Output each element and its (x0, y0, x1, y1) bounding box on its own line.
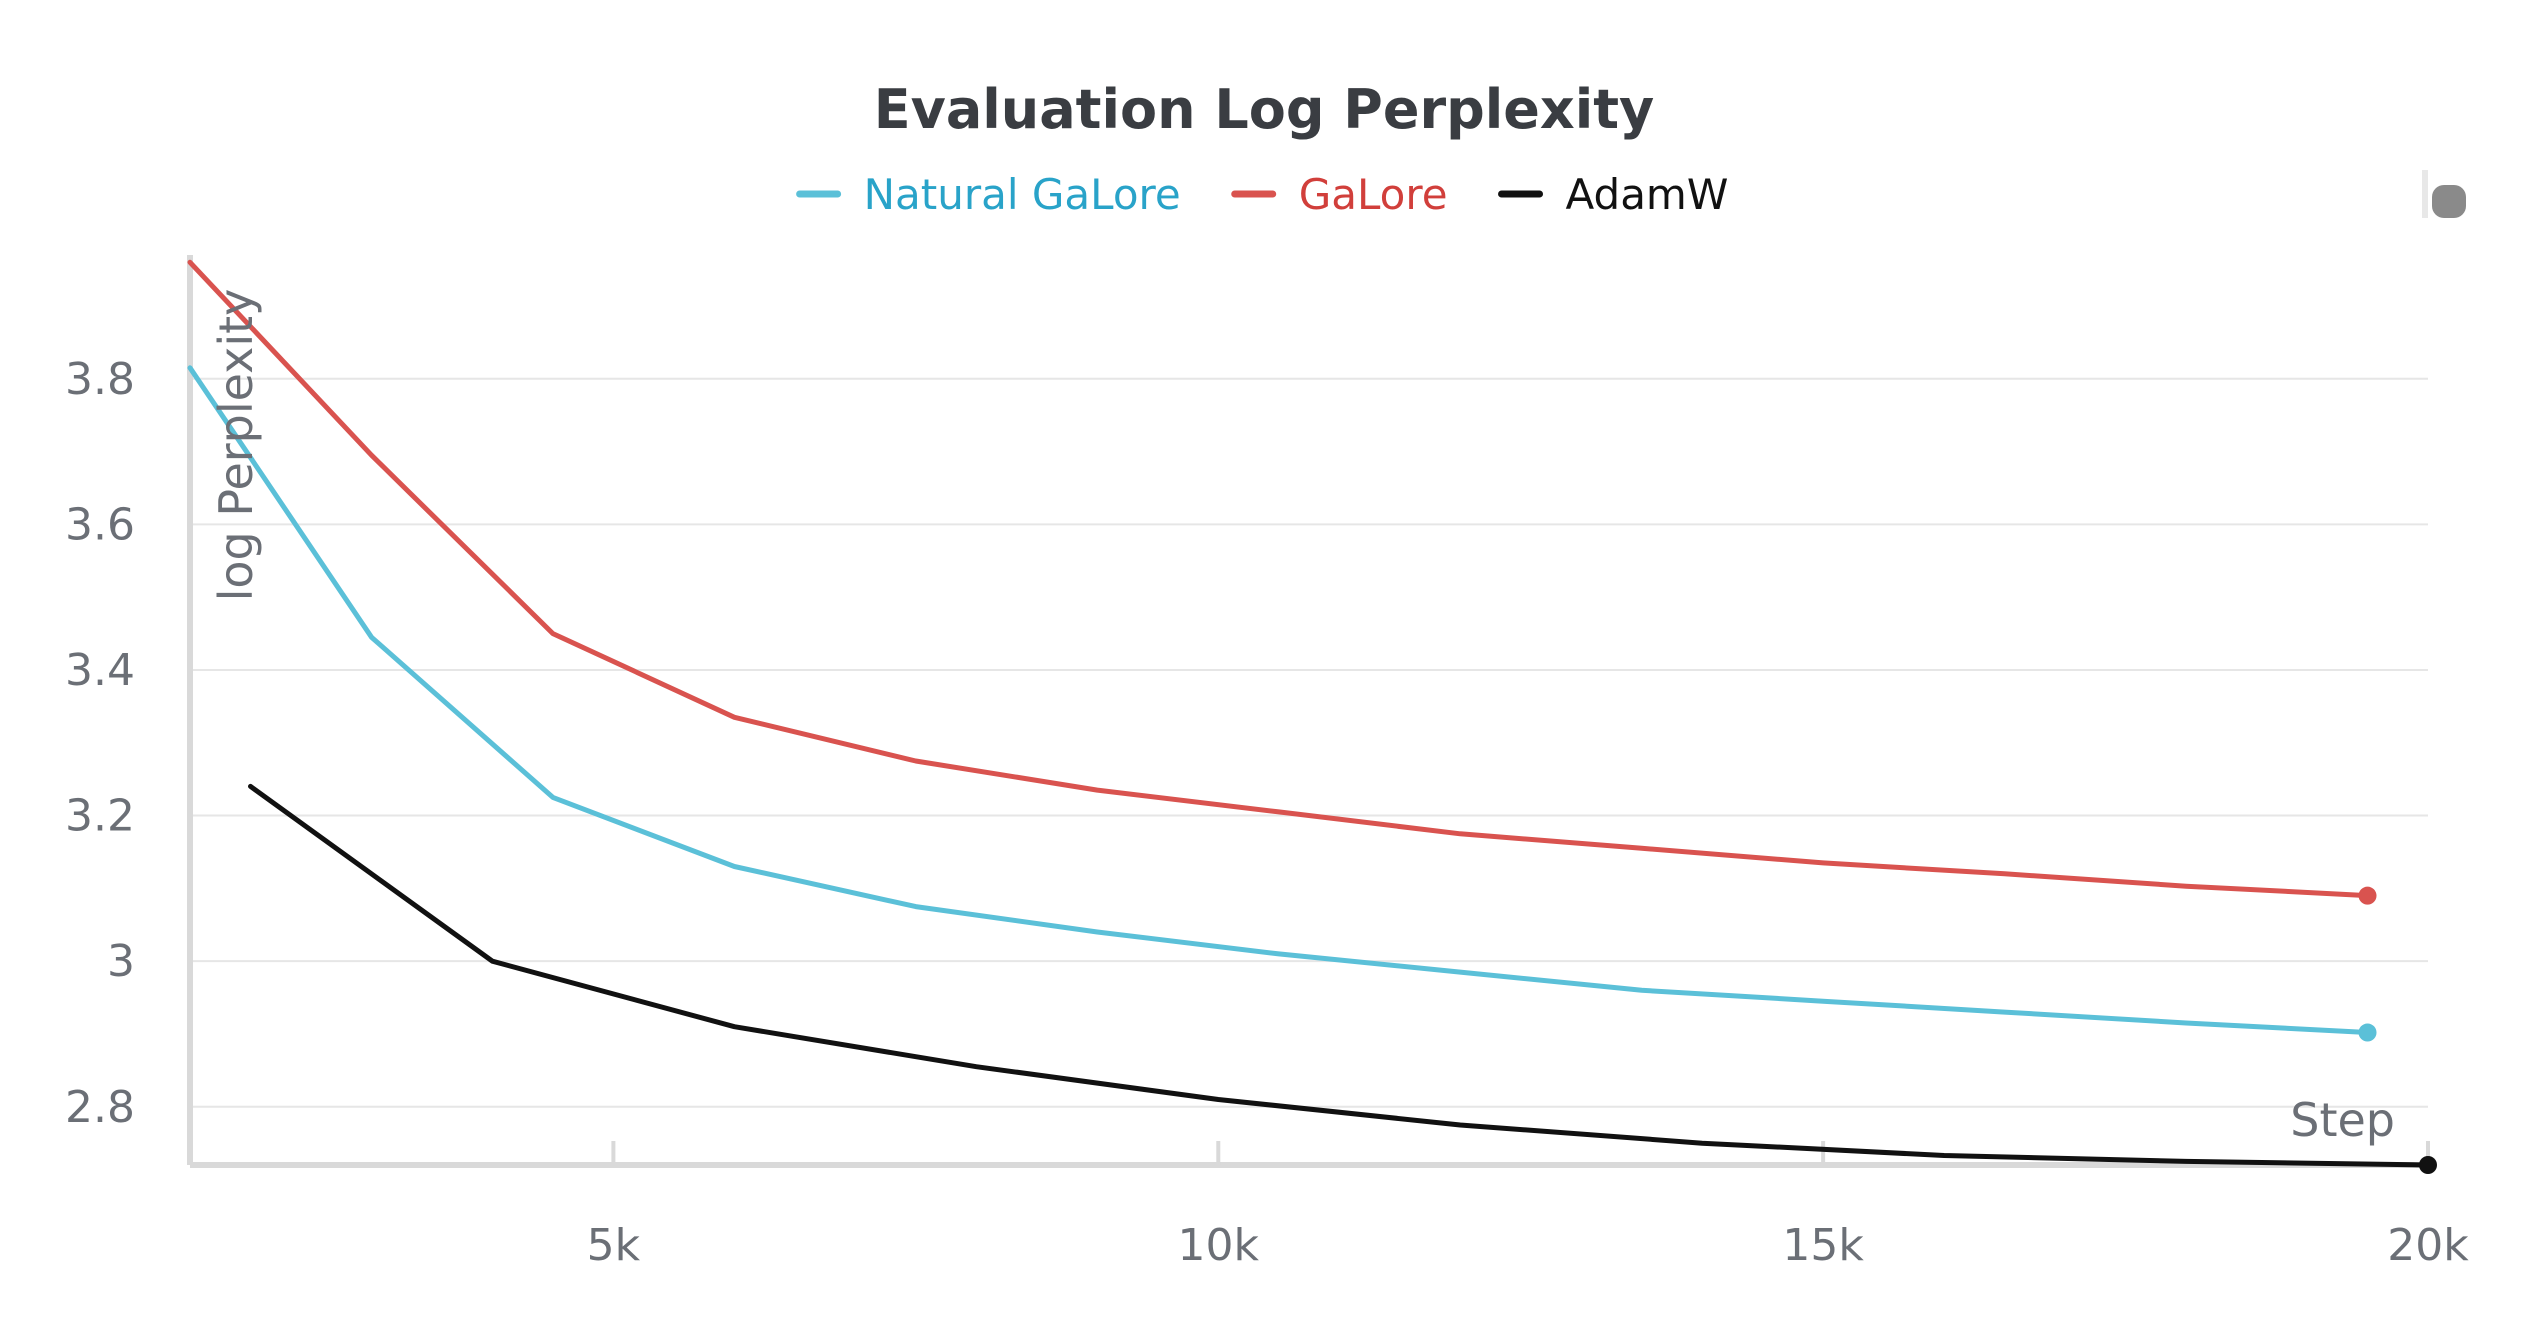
legend: Natural GaLore GaLore AdamW (796, 170, 1729, 219)
legend-item: AdamW (1498, 170, 1729, 219)
legend-item: GaLore (1231, 170, 1448, 219)
x-tick-label: 10k (1178, 1220, 1260, 1271)
legend-label: Natural GaLore (864, 170, 1181, 219)
x-tick-label: 5k (587, 1220, 641, 1271)
series-end-point (2358, 886, 2377, 905)
y-tick-label: 3 (107, 936, 135, 987)
axes (187, 255, 2430, 1168)
legend-item: Natural GaLore (796, 170, 1181, 219)
corner-handle-icon[interactable] (2422, 170, 2466, 218)
series-line (187, 365, 2370, 1035)
series-line (248, 783, 2431, 1168)
legend-label: GaLore (1299, 170, 1448, 219)
legend-label: AdamW (1566, 170, 1729, 219)
series-line (187, 259, 2370, 899)
y-tick-label: 3.2 (65, 791, 135, 842)
chart-title: Evaluation Log Perplexity (874, 78, 1655, 141)
x-axis-label: Step (2290, 1093, 2395, 1147)
y-tick-label: 3.8 (65, 354, 135, 405)
series-lines (187, 259, 2437, 1174)
series-end-point (2419, 1156, 2437, 1174)
tick-labels: 2.8 3 3.2 3.4 3.6 3.8 5k 10k 15k 20k (65, 354, 2469, 1271)
y-tick-label: 3.6 (65, 499, 135, 550)
y-tick-label: 3.4 (65, 645, 135, 696)
grid-lines (190, 377, 2428, 1108)
y-axis-label: log Perplexity (209, 289, 263, 602)
y-tick-label: 2.8 (65, 1082, 135, 1133)
x-tick-label: 15k (1782, 1220, 1864, 1271)
x-tick-label: 20k (2387, 1220, 2469, 1271)
series-end-point (2358, 1023, 2377, 1042)
